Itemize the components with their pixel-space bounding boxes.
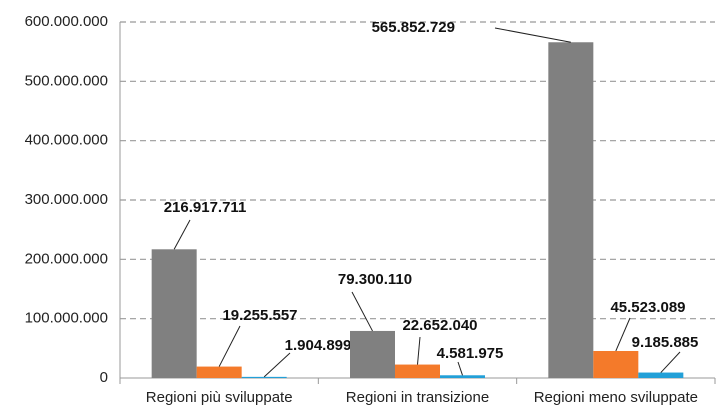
bar (350, 330, 395, 378)
data-label: 19.255.557 (222, 307, 297, 324)
data-label: 216.917.711 (164, 199, 247, 216)
y-tick-label: 100.000.000 (25, 310, 108, 327)
leader-line (351, 291, 373, 332)
y-tick-label: 500.000.000 (25, 72, 108, 89)
leader-line (494, 27, 571, 43)
bar (548, 42, 594, 379)
data-label: 22.652.040 (402, 317, 477, 334)
bar (638, 372, 684, 378)
data-label: 1.904.899 (285, 337, 352, 354)
leader-line (457, 361, 463, 376)
y-tick-label: 400.000.000 (25, 132, 108, 149)
y-tick-label: 200.000.000 (25, 250, 108, 267)
leader-line (173, 219, 191, 250)
data-label: 45.523.089 (610, 299, 685, 316)
y-tick-label: 300.000.000 (25, 191, 108, 208)
bar (151, 249, 197, 378)
leader-line (660, 351, 681, 373)
y-tick-label: 600.000.000 (25, 13, 108, 30)
data-label: 79.300.110 (338, 271, 412, 288)
bar (395, 364, 440, 378)
x-tick-label: Regioni meno sviluppate (534, 389, 698, 406)
bar (196, 366, 242, 378)
leader-line (615, 317, 631, 352)
leader-line (218, 325, 241, 367)
x-tick-label: Regioni in transizione (346, 389, 489, 406)
leader-line (263, 352, 291, 378)
bar (593, 350, 639, 378)
x-tick-label: Regioni più sviluppate (146, 389, 293, 406)
y-tick-label: 0 (100, 369, 108, 386)
data-label: 565.852.729 (372, 19, 455, 36)
data-label: 4.581.975 (437, 345, 504, 362)
bar (440, 375, 485, 378)
leader-line (417, 336, 421, 365)
data-label: 9.185.885 (632, 334, 699, 351)
bar (241, 376, 287, 378)
